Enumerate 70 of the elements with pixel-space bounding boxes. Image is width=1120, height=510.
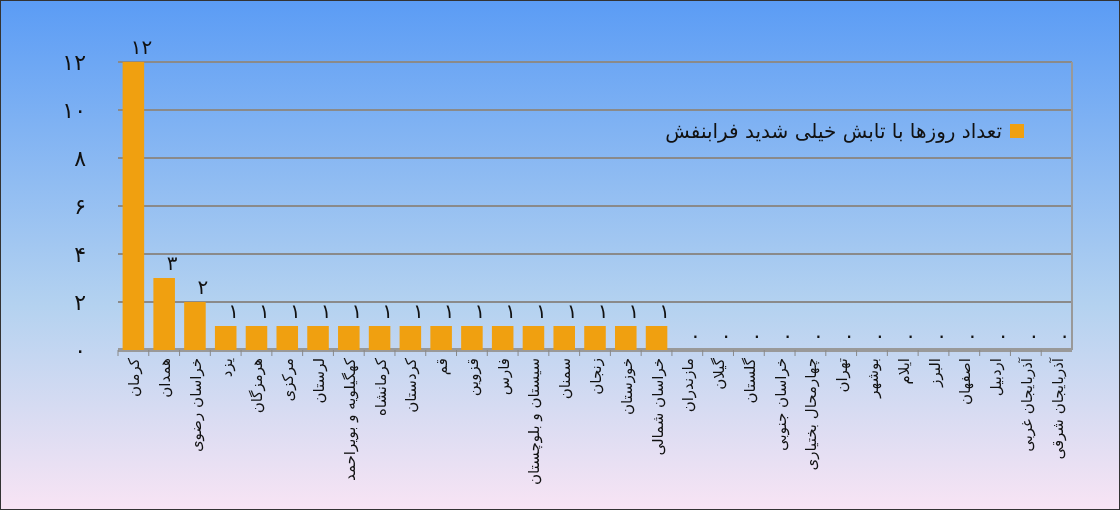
legend-label: تعداد روزها با تابش خیلی شدید فرابنفش [665, 119, 1002, 143]
x-tick-label: اصفهان [956, 358, 975, 405]
x-tick-label: آذربایجان غربی [1017, 357, 1036, 452]
data-label: ۱ [597, 299, 609, 323]
x-tick-label: گیلان [710, 357, 729, 390]
data-label: ۱ [351, 299, 363, 323]
y-tick-label: ۲ [74, 290, 86, 315]
x-tick-label: خراسان جنوبی [771, 358, 790, 451]
y-tick-label: ۱۰ [62, 98, 86, 123]
data-label: ۱ [382, 299, 393, 323]
x-tick-label: بوشهر [863, 358, 882, 399]
x-tick-label: کرمان [125, 357, 144, 398]
x-tick-label: چهارمحال بختیاری [802, 358, 821, 471]
data-label: ۰ [1028, 323, 1040, 347]
data-label: ۰ [813, 323, 824, 347]
x-tick-label: کرمانشاه [371, 357, 390, 417]
data-label: ۱ [443, 299, 455, 323]
data-label: ۰ [720, 323, 732, 347]
data-label: ۱ [628, 299, 640, 323]
data-label: ۱ [412, 299, 424, 323]
data-label: ۰ [936, 323, 947, 347]
data-label: ۰ [1059, 323, 1070, 347]
data-label: ۰ [966, 323, 978, 347]
data-label: ۱ [505, 299, 517, 323]
data-label: ۰ [874, 323, 886, 347]
x-tick-label: البرز [925, 358, 944, 388]
x-tick-label: زنجان [587, 358, 605, 395]
x-tick-label: مرکزی [279, 358, 298, 402]
x-tick-label: لرستان [310, 358, 329, 404]
x-tick-label: سیستان و بلوچستان [525, 358, 544, 486]
data-label: ۳ [166, 251, 178, 275]
y-tick-label: ۰ [74, 338, 86, 363]
x-tick-label: تهران [833, 358, 852, 393]
data-label: ۱ [536, 299, 547, 323]
x-tick-label: آذربایجان شرقی [1048, 357, 1067, 460]
x-tick-label: قم [433, 358, 452, 376]
data-label: ۰ [689, 323, 701, 347]
x-tick-label: کهگیلویه و بویراحمد [340, 357, 359, 481]
data-label: ۰ [905, 323, 917, 347]
data-label: ۱ [320, 299, 332, 323]
data-label: ۱ [659, 299, 670, 323]
x-tick-label: ایلام [894, 358, 913, 385]
x-tick-label: خراسان رضوی [186, 358, 205, 453]
x-tick-label: اردبیل [987, 358, 1006, 397]
data-label: ۰ [751, 323, 763, 347]
y-tick-label: ۴ [74, 242, 86, 267]
x-tick-label: کردستان [402, 357, 421, 413]
data-label: ۰ [782, 323, 794, 347]
x-tick-label: خراسان شمالی [648, 358, 667, 456]
x-tick-label: سمنان [556, 358, 575, 400]
x-tick-label: هرمزگان [248, 357, 267, 414]
data-label: ۱ [289, 299, 301, 323]
data-label: ۱ [228, 299, 240, 323]
data-label: ۱ [474, 299, 486, 323]
y-tick-label: ۱۲ [62, 50, 86, 75]
x-tick-label: خوزستان [617, 358, 636, 415]
data-label: ۱ [566, 299, 578, 323]
data-label: ۱۲ [130, 35, 153, 59]
x-tick-label: فارس [494, 358, 513, 396]
x-tick-label: گلستان [740, 357, 759, 404]
data-label: ۱ [259, 299, 270, 323]
y-tick-label: ۸ [74, 146, 87, 171]
x-tick-label: یزد [217, 358, 236, 378]
x-tick-label: مازندران [679, 358, 698, 413]
y-tick-label: ۶ [74, 194, 86, 219]
data-label: ۰ [843, 323, 855, 347]
x-tick-label: قزوین [463, 358, 482, 397]
data-label: ۰ [997, 323, 1009, 347]
data-label: ۲ [197, 275, 209, 299]
x-tick-label: همدان [156, 357, 175, 398]
